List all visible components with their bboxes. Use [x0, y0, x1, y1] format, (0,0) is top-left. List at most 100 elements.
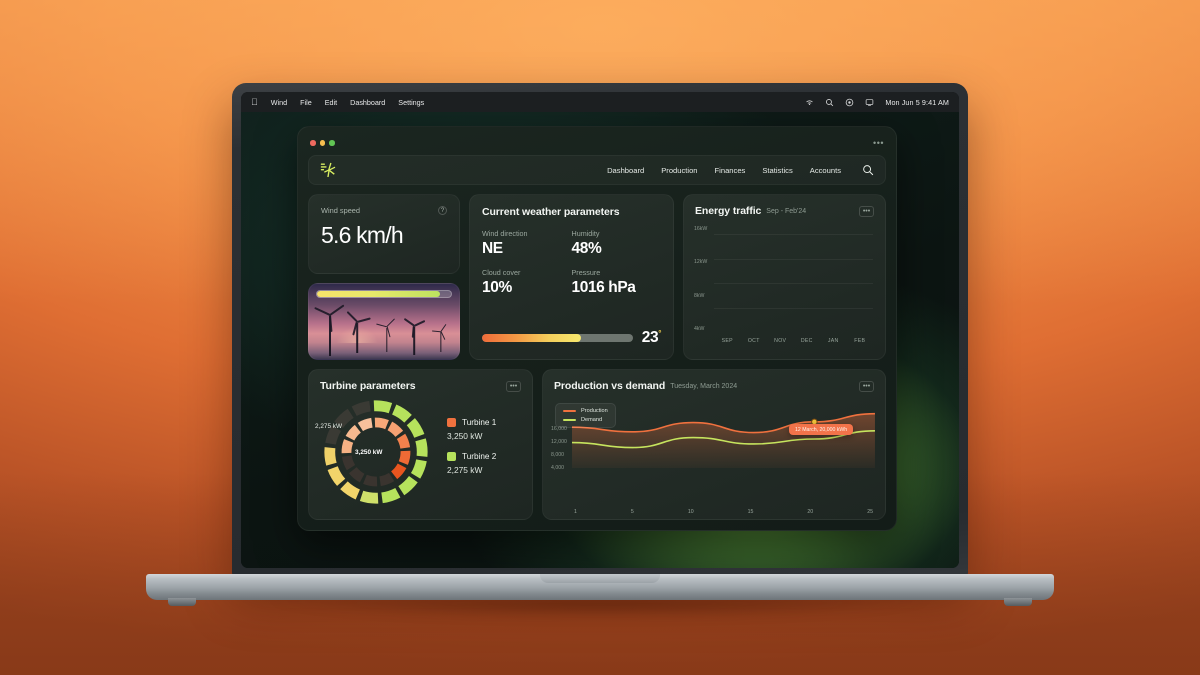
legend-item-turbine-1: Turbine 1 3,250 kW — [447, 417, 520, 441]
photo-progress-bar[interactable] — [316, 290, 452, 298]
search-icon[interactable] — [825, 98, 834, 107]
donut-segment[interactable] — [348, 466, 365, 482]
demand-line — [572, 431, 875, 448]
donut-segment[interactable] — [363, 474, 378, 486]
search-icon[interactable] — [861, 163, 875, 177]
axis-tick-label: JAN — [827, 337, 839, 344]
production-card-menu-button[interactable]: ••• — [859, 380, 874, 392]
donut-segment[interactable] — [341, 438, 354, 453]
menu-item-edit[interactable]: Edit — [317, 97, 337, 107]
axis-tick-label: SEP — [721, 337, 733, 344]
donut-segment[interactable] — [325, 424, 342, 445]
donut-segment[interactable] — [373, 399, 393, 413]
menu-item-wind[interactable]: Wind — [264, 97, 287, 107]
metric-value: NE — [482, 240, 503, 257]
donut-segment[interactable] — [341, 454, 356, 470]
legend-value: 2,275 kW — [447, 464, 483, 475]
legend-label: Turbine 2 — [462, 451, 497, 461]
energy-card-subtitle: Sep - Feb'24 — [766, 207, 807, 215]
legend-line — [563, 419, 576, 421]
temperature-number: 23 — [641, 329, 659, 346]
app-navbar: Dashboard Production Finances Statistics… — [308, 155, 886, 185]
close-button[interactable] — [310, 140, 316, 146]
production-card-title: Production vs demand — [554, 380, 666, 392]
metric-value: 48% — [571, 240, 602, 257]
laptop-base-notch — [540, 574, 660, 583]
donut-segment[interactable] — [398, 450, 411, 465]
window-menu-icon[interactable]: ••• — [873, 137, 884, 148]
nav-link-production[interactable]: Production — [661, 165, 698, 175]
donut-segment[interactable] — [351, 400, 371, 416]
nav-link-accounts[interactable]: Accounts — [809, 165, 841, 175]
metric-label: Pressure — [571, 268, 601, 277]
donut-segment[interactable] — [379, 472, 395, 486]
donut-segment[interactable] — [390, 462, 407, 479]
menu-item-settings[interactable]: Settings — [391, 97, 424, 107]
temperature-bar-fill — [482, 333, 582, 342]
donut-segment[interactable] — [334, 408, 354, 428]
donut-segment[interactable] — [398, 475, 418, 495]
laptop-foot-left — [168, 598, 196, 606]
control-center-icon[interactable] — [845, 98, 854, 107]
wind-logo-icon[interactable] — [319, 161, 339, 179]
apple-icon[interactable]:  — [251, 97, 258, 107]
donut-segment[interactable] — [381, 487, 401, 503]
donut-segment[interactable] — [396, 433, 411, 449]
screen-share-icon[interactable] — [865, 98, 874, 107]
metric-label: Wind direction — [482, 229, 528, 238]
energy-card-menu-button[interactable]: ••• — [859, 205, 874, 217]
production-plot: 16,000 12,000 8,000 4,000 12 March, 20,000 … — [551, 398, 875, 519]
donut-segment[interactable] — [391, 404, 412, 423]
turbine-card-menu-button[interactable]: ••• — [506, 380, 521, 392]
metric-pressure: Pressure — [572, 268, 662, 277]
macos-menubar:  Wind File Edit Dashboard Settings Mon … — [241, 92, 959, 112]
metric-label: Cloud cover — [482, 268, 521, 277]
energy-bars — [714, 225, 873, 332]
nav-link-statistics[interactable]: Statistics — [762, 165, 793, 175]
metric-wind-direction: Wind direction — [482, 229, 572, 238]
zoom-button[interactable] — [329, 140, 335, 146]
axis-tick-label: OCT — [747, 337, 760, 344]
production-x-axis: 1 5 10 15 20 25 — [572, 505, 875, 519]
weather-metrics: Wind direction Humidity NE 48% Cloud cov… — [482, 229, 661, 305]
wifi-icon[interactable] — [805, 98, 814, 107]
donut-segment[interactable] — [406, 417, 425, 438]
menu-item-file[interactable]: File — [293, 97, 312, 107]
metric-value: 10% — [482, 279, 512, 296]
gridline — [714, 283, 873, 285]
donut-segment[interactable] — [374, 417, 389, 429]
minimize-button[interactable] — [319, 140, 325, 146]
donut-segment[interactable] — [387, 421, 404, 437]
metric-value: 1016 hPa — [571, 279, 636, 296]
donut-segment[interactable] — [340, 480, 361, 499]
menu-item-dashboard[interactable]: Dashboard — [343, 97, 385, 107]
axis-tick-label: 1 — [574, 509, 577, 515]
legend-row: Turbine 1 — [447, 417, 520, 427]
help-icon[interactable]: ? — [438, 206, 447, 215]
legend-line — [563, 410, 576, 412]
degree-symbol: ° — [658, 328, 661, 338]
donut-segment[interactable] — [324, 446, 337, 466]
nav-link-dashboard[interactable]: Dashboard — [607, 165, 645, 175]
legend-value: 3,250 kW — [447, 430, 483, 441]
donut-segment[interactable] — [359, 490, 379, 504]
axis-tick-label: 12,000 — [551, 439, 567, 445]
donut-segment[interactable] — [345, 424, 362, 441]
legend-label: Production — [581, 408, 608, 414]
axis-tick-label: FEB — [854, 337, 866, 344]
photo-progress-fill — [317, 291, 441, 297]
donut-segment[interactable] — [415, 437, 428, 457]
donut-segment[interactable] — [357, 417, 373, 431]
temperature-bar[interactable] — [482, 333, 633, 342]
axis-tick-label: DEC — [800, 337, 813, 344]
axis-tick-label: 20 — [807, 509, 814, 515]
legend-row: Turbine 2 — [447, 451, 520, 461]
nav-link-finances[interactable]: Finances — [714, 165, 746, 175]
energy-plot-area: SEP OCT NOV DEC JAN FEB — [714, 225, 873, 349]
legend-item-production: Production — [563, 408, 608, 414]
donut-segment[interactable] — [410, 458, 427, 479]
axis-tick-label: 4kW — [694, 325, 705, 332]
production-card-header: Production vs demand Tuesday, March 2024… — [543, 370, 885, 392]
donut-segment[interactable] — [327, 465, 346, 486]
